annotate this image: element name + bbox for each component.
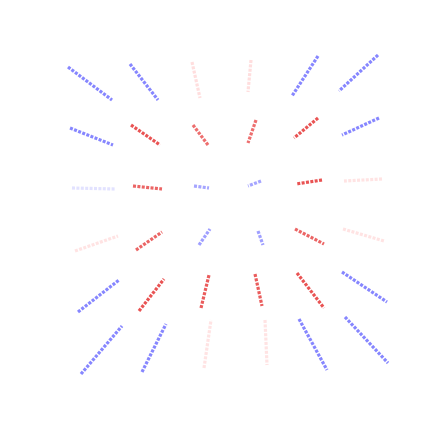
glyph-segment-6 <box>337 53 380 93</box>
glyph-segment-24 <box>342 227 385 243</box>
glyph-segment-28 <box>253 273 264 307</box>
glyph-segment-29 <box>295 272 326 309</box>
glyph-segment-5 <box>290 55 320 97</box>
glyph-segment-7 <box>69 126 114 147</box>
glyph-segment-11 <box>292 116 320 140</box>
glyph-segment-20 <box>135 230 163 252</box>
glyph-segment-2 <box>128 63 160 101</box>
glyph-segment-12 <box>341 116 380 137</box>
glyph-segment-13 <box>71 186 117 191</box>
glyph-segment-25 <box>77 278 120 314</box>
glyph-segment-4 <box>246 59 253 93</box>
glyph-segment-18 <box>343 177 383 183</box>
glyph-segment-36 <box>343 315 390 365</box>
glyph-segment-14 <box>132 184 163 191</box>
glyph-segment-9 <box>191 124 210 146</box>
glyph-segment-26 <box>137 278 166 312</box>
glyph-segment-1 <box>67 65 113 102</box>
glyph-segment-15 <box>193 184 210 190</box>
glyph-segment-10 <box>246 119 258 144</box>
glyph-segment-16 <box>247 179 262 188</box>
glyph-segment-19 <box>74 234 119 253</box>
glyph-segment-22 <box>256 230 265 246</box>
glyph-segment-31 <box>79 324 124 376</box>
glyph-segment-33 <box>202 319 213 369</box>
glyph-segment-32 <box>140 323 168 373</box>
glyph-segment-21 <box>197 228 212 246</box>
glyph-segment-35 <box>297 318 329 371</box>
glyph-segment-23 <box>294 227 325 246</box>
glyph-segment-3 <box>190 61 202 99</box>
glyph-segment-34 <box>263 319 269 366</box>
glyph-segment-27 <box>199 274 211 309</box>
glyph-segment-8 <box>130 123 161 147</box>
glyph-segment-30 <box>341 270 388 304</box>
glyph-segment-17 <box>295 178 323 186</box>
